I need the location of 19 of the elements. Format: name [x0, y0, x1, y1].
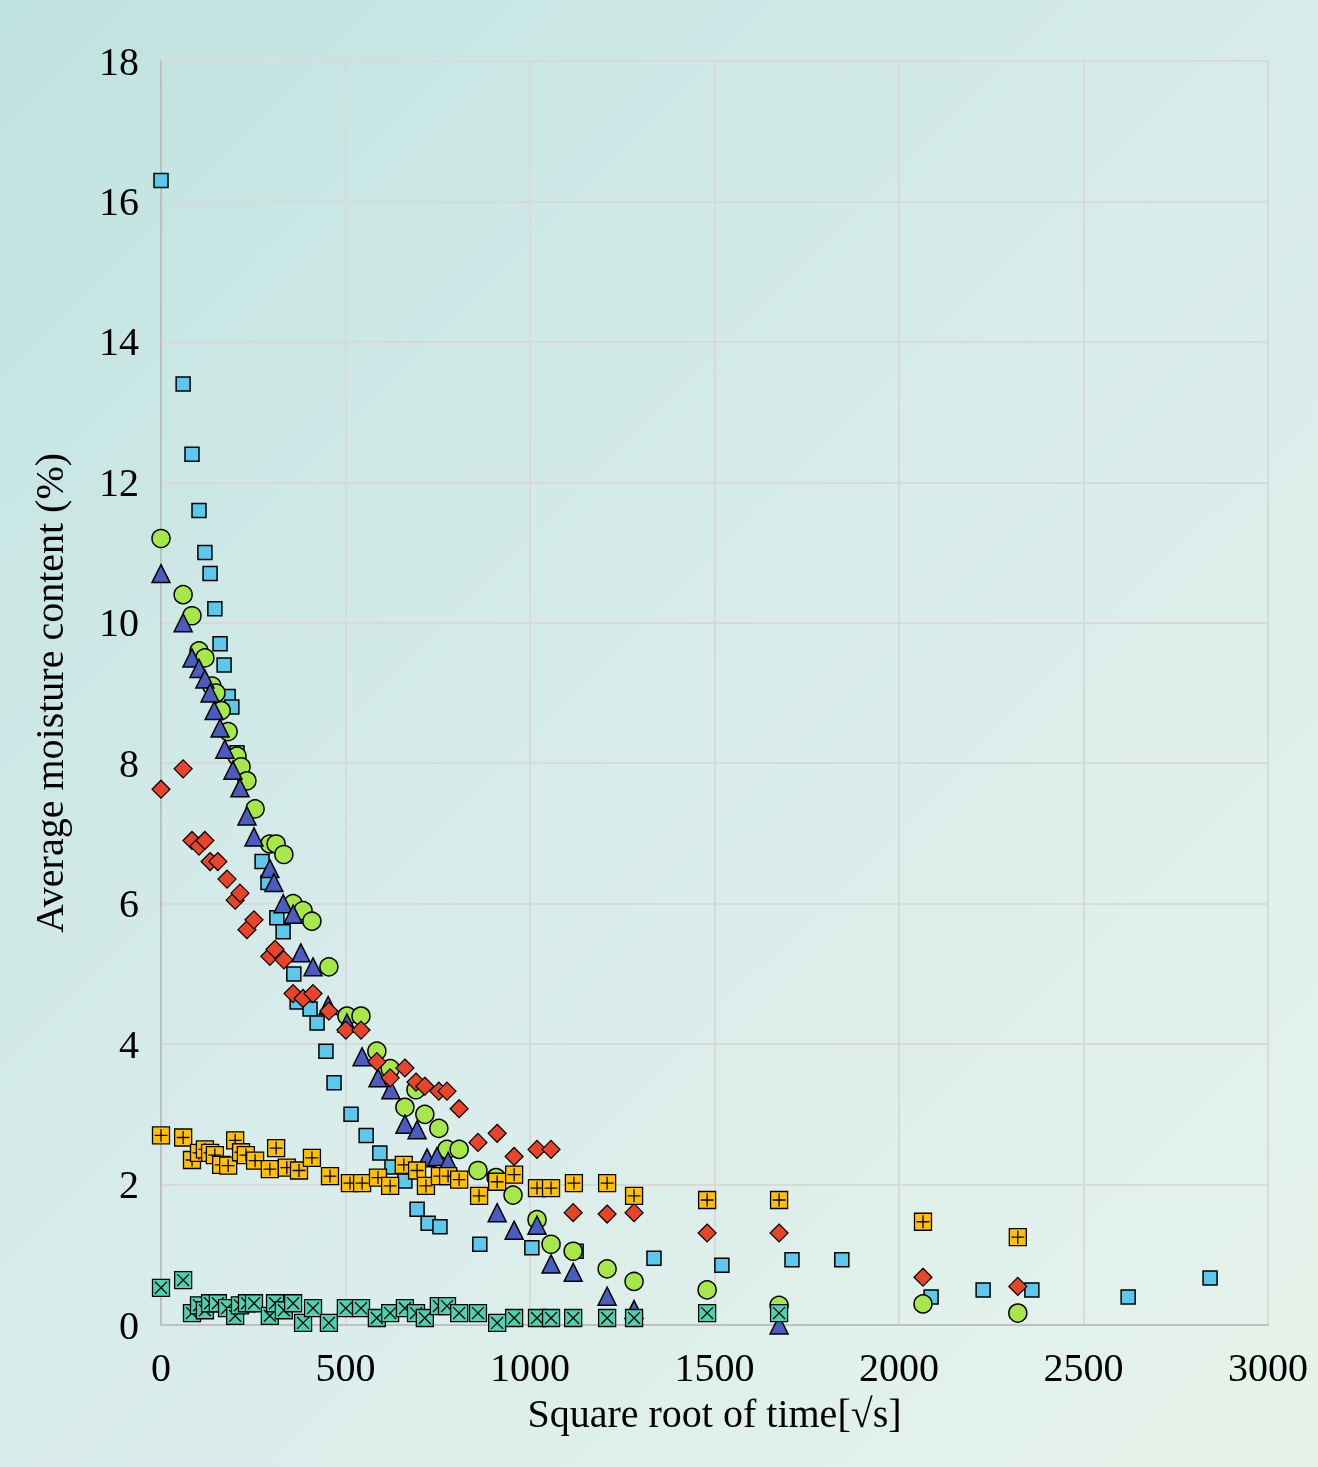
- x-tick-label: 3000: [1228, 1344, 1308, 1390]
- x-tick-label: 1500: [674, 1344, 755, 1390]
- x-tick-label: 2500: [1043, 1344, 1124, 1390]
- y-tick-label: 0: [119, 1302, 139, 1348]
- x-tick-label: 2000: [859, 1344, 939, 1390]
- x-axis-title: Square root of time[√s]: [527, 1390, 902, 1436]
- y-tick-label: 18: [99, 38, 139, 84]
- y-tick-label: 10: [99, 600, 139, 646]
- y-tick-label: 14: [99, 319, 139, 365]
- y-tick-label: 8: [119, 740, 139, 786]
- y-tick-label: 12: [99, 459, 139, 505]
- y-tick-label: 4: [119, 1021, 139, 1067]
- y-tick-label: 16: [99, 178, 139, 224]
- y-axis-title: Average moisture content (%): [26, 452, 72, 934]
- y-tick-label: 6: [119, 881, 139, 927]
- x-tick-label: 500: [315, 1344, 376, 1390]
- y-tick-label: 2: [119, 1162, 139, 1208]
- x-tick-label: 1000: [490, 1344, 570, 1390]
- x-tick-label: 0: [151, 1344, 171, 1390]
